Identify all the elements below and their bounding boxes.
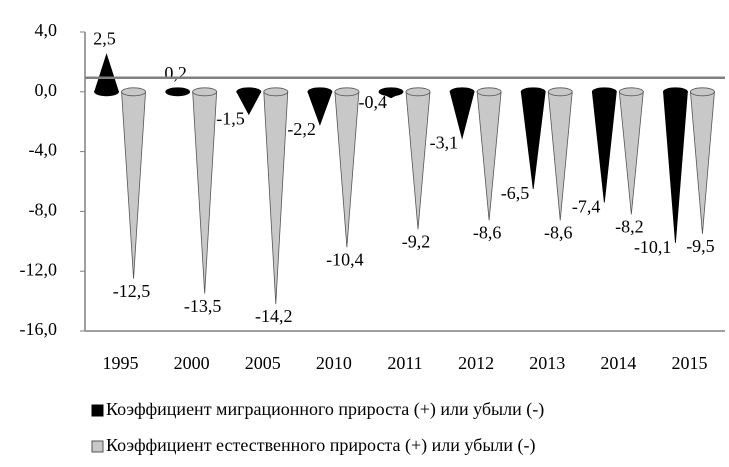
legend-label: Коэффициент миграционного прироста (+) и…: [106, 399, 544, 420]
data-label: -1,5: [216, 108, 245, 128]
data-label: -10,1: [634, 237, 672, 257]
cone: [618, 91, 644, 215]
data-label: -9,5: [686, 236, 715, 256]
legend-swatch: [91, 404, 104, 417]
cone-base: [405, 87, 431, 97]
data-label: -2,2: [287, 119, 316, 139]
cone-base: [236, 87, 262, 97]
cone: [690, 91, 715, 234]
x-tick-label: 1995: [103, 353, 139, 373]
cone: [476, 91, 502, 221]
cone-base: [618, 87, 644, 97]
cone: [520, 91, 546, 190]
cone-base: [121, 87, 146, 97]
data-label: -8,6: [473, 222, 502, 242]
data-label: -14,2: [255, 306, 293, 326]
cone: [263, 91, 289, 305]
data-label: 2,5: [93, 29, 116, 49]
cone: [449, 91, 475, 140]
cone-base: [547, 87, 573, 97]
y-tick-label: -12,0: [20, 259, 58, 279]
y-tick-label: 4,0: [35, 20, 58, 40]
cone: [192, 91, 218, 294]
x-tick-label: 2010: [316, 353, 352, 373]
cone-base: [334, 87, 360, 97]
cone-base: [94, 87, 119, 97]
cone-base: [449, 87, 475, 97]
cone: [591, 91, 617, 203]
x-tick-label: 2011: [387, 353, 422, 373]
y-tick-label: -8,0: [29, 200, 58, 220]
x-tick-label: 2000: [174, 353, 210, 373]
cone: [334, 91, 360, 248]
y-tick-label: 0,0: [35, 80, 58, 100]
data-label: -6,5: [501, 183, 530, 203]
cone-base: [263, 87, 289, 97]
data-label: -8,2: [615, 217, 644, 237]
x-tick-label: 2015: [671, 353, 707, 373]
data-label: -0,4: [359, 92, 388, 112]
data-label: -10,4: [326, 249, 364, 269]
cone-base: [378, 87, 404, 97]
cone-base: [591, 87, 617, 97]
cone-base: [165, 87, 191, 97]
cone-base: [520, 87, 546, 97]
cone-base: [476, 87, 502, 97]
cone-base: [663, 87, 688, 97]
legend-label: Коэффициент естественного прироста (+) и…: [106, 435, 536, 456]
x-tick-label: 2013: [529, 353, 565, 373]
cone: [121, 91, 146, 279]
y-tick-label: -16,0: [20, 319, 58, 339]
cone: [547, 91, 573, 221]
data-label: 0,2: [164, 63, 187, 83]
data-label: -12,5: [113, 281, 151, 301]
legend-swatch: [91, 440, 104, 453]
data-label: -8,6: [544, 222, 573, 242]
cone-base: [690, 87, 715, 97]
cone-base: [192, 87, 218, 97]
x-tick-label: 2012: [458, 353, 494, 373]
data-label: -7,4: [572, 197, 601, 217]
cone-base: [307, 87, 333, 97]
x-tick-label: 2014: [600, 353, 636, 373]
cone: [405, 91, 431, 230]
data-label: -13,5: [184, 296, 222, 316]
y-tick-label: -4,0: [29, 140, 58, 160]
data-label: -9,2: [402, 231, 431, 251]
x-tick-label: 2005: [245, 353, 281, 373]
cone: [94, 53, 120, 93]
data-label: -3,1: [430, 132, 459, 152]
cone: [663, 91, 688, 243]
